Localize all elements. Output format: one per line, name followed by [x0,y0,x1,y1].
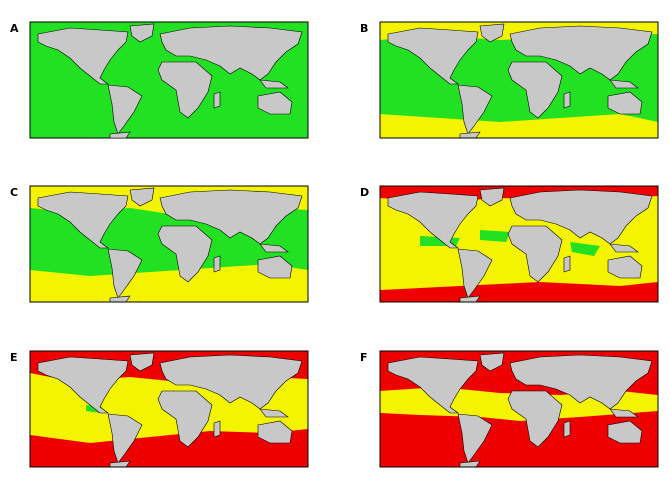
panel-label: B [360,22,368,35]
panel-c [29,185,309,303]
panel-a [29,21,309,139]
panel-e [29,350,309,468]
panel-f [379,350,659,468]
panel-label: E [10,351,18,364]
panel-label: F [360,351,368,364]
panel-d [379,185,659,303]
panel-label: C [10,186,18,199]
panel-label: D [360,186,369,199]
panel-label: A [10,22,19,35]
panel-b [379,21,659,139]
